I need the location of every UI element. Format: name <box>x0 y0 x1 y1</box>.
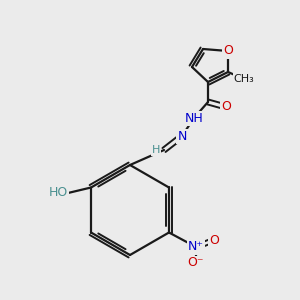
Text: O: O <box>209 233 219 247</box>
Text: CH₃: CH₃ <box>234 74 254 84</box>
Text: N: N <box>177 130 187 142</box>
Text: N⁺: N⁺ <box>188 241 204 254</box>
Text: HO: HO <box>49 187 68 200</box>
Text: O⁻: O⁻ <box>188 256 204 269</box>
Text: NH: NH <box>184 112 203 124</box>
Text: O: O <box>223 44 233 58</box>
Text: O: O <box>221 100 231 113</box>
Text: H: H <box>152 145 160 155</box>
